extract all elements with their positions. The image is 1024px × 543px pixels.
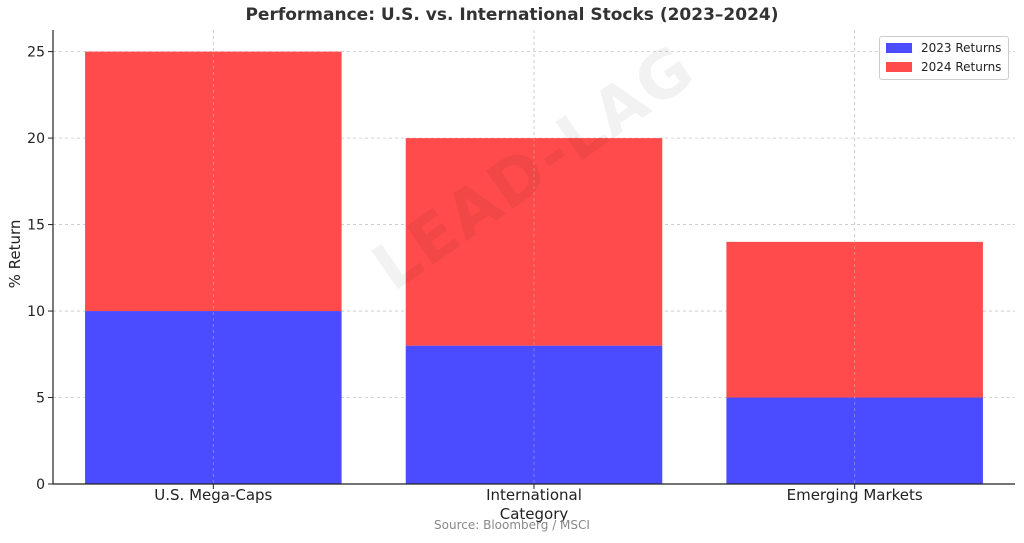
x-tick-label: International	[486, 486, 582, 504]
legend-swatch-2024	[886, 62, 912, 72]
x-axis-label: Category	[499, 505, 569, 523]
y-tick-label: 10	[27, 304, 45, 320]
y-tick-labels: 0 5 10 15 20 25	[27, 45, 45, 493]
x-tick-label: U.S. Mega-Caps	[154, 486, 272, 504]
source-note: Source: Bloomberg / MSCI	[434, 518, 590, 532]
legend-item-2024: 2024 Returns	[886, 59, 1001, 75]
y-tick-label: 25	[27, 45, 45, 61]
y-tick-label: 0	[36, 477, 45, 493]
legend: 2023 Returns 2024 Returns	[879, 36, 1009, 80]
legend-label-2024: 2024 Returns	[921, 60, 1002, 74]
legend-item-2023: 2023 Returns	[886, 40, 1001, 56]
legend-swatch-2023	[886, 43, 912, 53]
bars	[85, 30, 983, 484]
x-tick-label: Emerging Markets	[787, 486, 923, 504]
chart-title: Performance: U.S. vs. International Stoc…	[245, 5, 779, 25]
x-tick-labels: U.S. Mega-Caps International Emerging Mark…	[154, 486, 923, 504]
axes	[48, 30, 1015, 489]
y-tick-label: 15	[27, 218, 45, 234]
y-tick-label: 5	[36, 391, 45, 407]
legend-label-2023: 2023 Returns	[921, 41, 1002, 55]
y-axis-label: % Return	[6, 219, 24, 289]
y-tick-label: 20	[27, 131, 45, 147]
